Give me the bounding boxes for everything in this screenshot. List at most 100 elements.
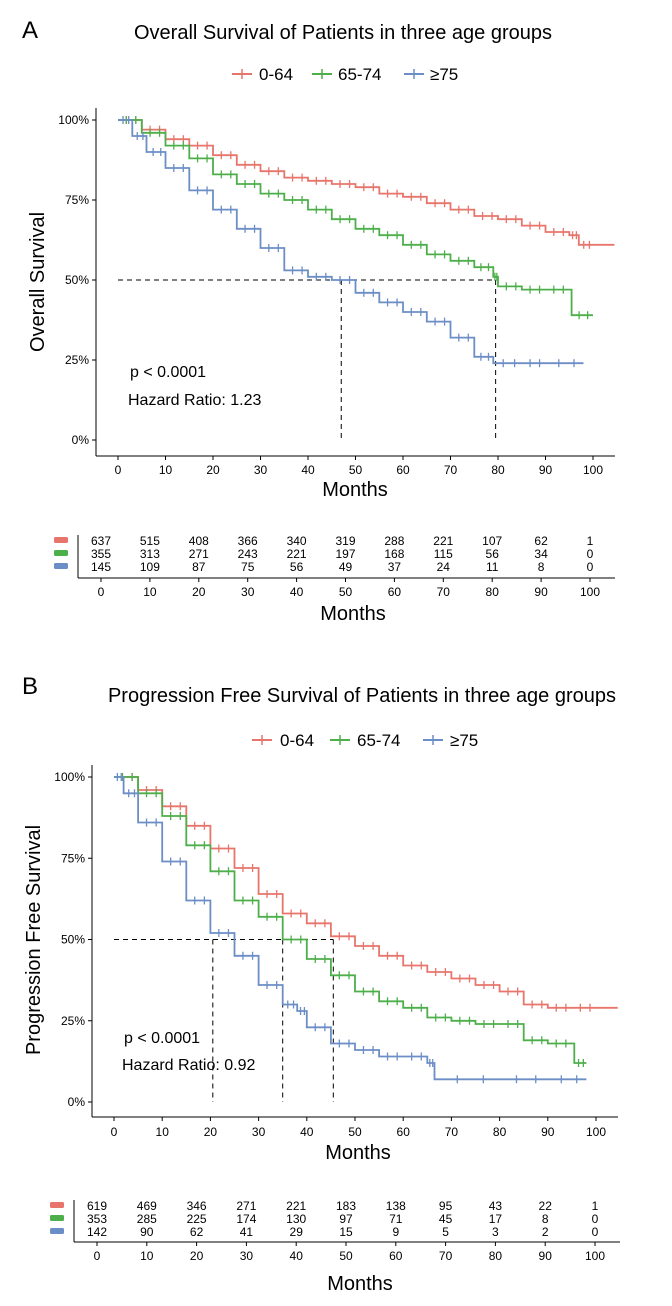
legend-label-a-1: 65-74: [338, 65, 381, 84]
x-tick-label-b-1: 10: [156, 1125, 170, 1139]
risk-cell-a-2-5: 49: [339, 560, 353, 574]
risk-x-tick-label-a-8: 80: [486, 585, 500, 599]
risk-x-tick-label-b-1: 10: [140, 1249, 154, 1263]
x-tick-label-b-10: 100: [586, 1125, 606, 1139]
risk-cell-a-2-6: 37: [388, 560, 402, 574]
risk-cell-a-1-1: 313: [140, 547, 160, 561]
x-tick-label-a-7: 70: [444, 463, 458, 477]
risk-x-tick-label-a-0: 0: [98, 585, 105, 599]
risk-cell-a-0-9: 62: [534, 534, 548, 548]
x-tick-label-b-3: 30: [252, 1125, 266, 1139]
series-line-a-1: [118, 119, 593, 317]
panel-a-pvalue: p < 0.0001: [130, 364, 206, 381]
x-tick-label-a-8: 80: [491, 463, 505, 477]
risk-cell-b-1-4: 130: [286, 1212, 306, 1226]
y-tick-label-a-2: 50%: [65, 273, 89, 287]
panel-a-title: Overall Survival of Patients in three ag…: [134, 22, 552, 44]
risk-cell-b-0-1: 469: [137, 1199, 157, 1213]
x-tick-label-b-4: 40: [300, 1125, 314, 1139]
y-tick-label-b-2: 50%: [61, 933, 85, 947]
risk-x-tick-label-b-10: 100: [585, 1249, 605, 1263]
x-tick-label-a-10: 100: [583, 463, 603, 477]
x-tick-label-b-7: 70: [445, 1125, 459, 1139]
risk-cell-b-2-7: 5: [442, 1225, 449, 1239]
x-tick-label-a-6: 60: [396, 463, 410, 477]
risk-cell-b-2-2: 62: [190, 1225, 204, 1239]
risk-cell-a-2-8: 11: [486, 560, 499, 574]
chart-a: 0-64 65-74 ≥750%25%50%75%100%0 10 20 30 40 50 60…: [54, 65, 615, 599]
risk-x-tick-label-b-9: 90: [539, 1249, 553, 1263]
risk-cell-a-0-1: 515: [140, 534, 160, 548]
risk-cell-b-1-0: 353: [87, 1212, 107, 1226]
risk-x-tick-label-b-6: 60: [389, 1249, 403, 1263]
panel-a-label: A: [22, 17, 38, 44]
risk-color-key-a-1: [54, 550, 68, 556]
risk-cell-b-0-0: 619: [87, 1199, 107, 1213]
risk-cell-b-0-2: 346: [187, 1199, 207, 1213]
risk-cell-b-2-4: 29: [290, 1225, 304, 1239]
risk-cell-b-1-8: 17: [489, 1212, 503, 1226]
panel-b-hazard-ratio: Hazard Ratio: 0.92: [122, 1057, 256, 1074]
risk-cell-b-2-3: 41: [240, 1225, 254, 1239]
risk-cell-a-0-4: 340: [287, 534, 307, 548]
risk-cell-b-0-7: 95: [439, 1199, 453, 1213]
panel-b: B Progression Free Survival of Patients …: [22, 673, 616, 1295]
risk-cell-a-1-7: 115: [434, 547, 453, 561]
risk-cell-a-2-1: 109: [140, 560, 160, 574]
chart-b: 0-64 65-74 ≥750%25%50%75%100%0 10 20 30 40 50 60…: [50, 731, 620, 1263]
risk-cell-a-0-2: 408: [189, 534, 209, 548]
series-line-a-0: [118, 119, 615, 246]
x-tick-label-a-0: 0: [115, 463, 122, 477]
y-tick-label-a-0: 0%: [72, 433, 90, 447]
x-tick-label-b-5: 50: [348, 1125, 362, 1139]
risk-cell-a-2-7: 24: [437, 560, 451, 574]
risk-cell-b-0-4: 221: [286, 1199, 306, 1213]
series-line-a-2: [118, 119, 584, 365]
risk-cell-a-0-8: 107: [482, 534, 502, 548]
panel-a-hazard-ratio: Hazard Ratio: 1.23: [128, 392, 262, 409]
risk-color-key-b-2: [50, 1228, 64, 1234]
risk-x-tick-label-b-5: 50: [339, 1249, 353, 1263]
risk-color-key-b-1: [50, 1215, 64, 1221]
x-tick-label-b-2: 20: [204, 1125, 218, 1139]
risk-cell-a-0-7: 221: [433, 534, 453, 548]
x-tick-label-a-9: 90: [539, 463, 553, 477]
y-tick-label-a-3: 75%: [65, 193, 89, 207]
panel-a: A Overall Survival of Patients in three …: [22, 17, 552, 625]
legend-label-b-1: 65-74: [357, 731, 400, 750]
risk-cell-a-0-6: 288: [384, 534, 404, 548]
series-line-b-1: [114, 776, 587, 1064]
legend-label-a-0: 0-64: [259, 65, 293, 84]
risk-x-tick-label-b-8: 80: [489, 1249, 503, 1263]
risk-cell-a-0-10: 1: [587, 534, 594, 548]
risk-x-tick-label-a-1: 10: [143, 585, 157, 599]
x-tick-label-a-2: 20: [206, 463, 220, 477]
panel-b-title: Progression Free Survival of Patients in…: [108, 685, 616, 707]
y-tick-label-a-4: 100%: [58, 113, 89, 127]
risk-cell-a-2-9: 8: [538, 560, 545, 574]
risk-cell-b-0-10: 1: [592, 1199, 599, 1213]
risk-cell-b-2-10: 0: [592, 1225, 599, 1239]
panel-a-xlabel: Months: [322, 479, 388, 501]
panel-b-pvalue: p < 0.0001: [124, 1030, 200, 1047]
series-line-b-0: [114, 776, 618, 1009]
risk-cell-b-0-8: 43: [489, 1199, 503, 1213]
risk-x-tick-label-a-10: 100: [580, 585, 600, 599]
risk-x-tick-label-a-3: 30: [241, 585, 255, 599]
risk-cell-b-2-9: 2: [542, 1225, 549, 1239]
risk-cell-a-2-2: 87: [192, 560, 206, 574]
risk-cell-b-0-6: 138: [386, 1199, 406, 1213]
risk-color-key-a-0: [54, 537, 68, 543]
risk-cell-b-0-3: 271: [236, 1199, 256, 1213]
panel-a-ylabel: Overall Survival: [27, 212, 49, 352]
legend-label-a-2: ≥75: [430, 65, 458, 84]
risk-x-tick-label-a-5: 50: [339, 585, 353, 599]
legend-label-b-2: ≥75: [450, 731, 478, 750]
panel-b-risk-xlabel: Months: [327, 1273, 393, 1295]
risk-x-tick-label-b-0: 0: [94, 1249, 101, 1263]
risk-cell-b-2-6: 9: [392, 1225, 399, 1239]
risk-cell-a-2-0: 145: [91, 560, 111, 574]
series-line-b-2: [114, 776, 587, 1081]
x-tick-label-a-1: 10: [159, 463, 173, 477]
